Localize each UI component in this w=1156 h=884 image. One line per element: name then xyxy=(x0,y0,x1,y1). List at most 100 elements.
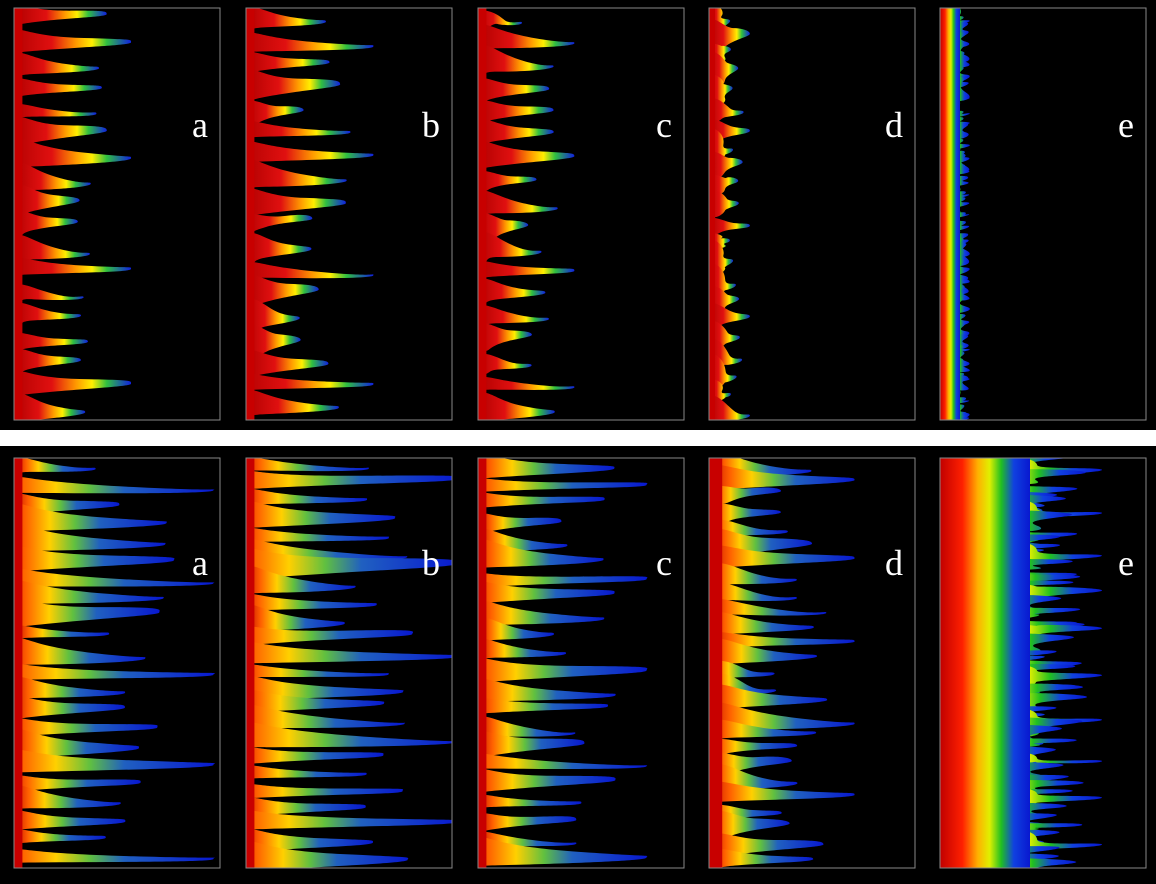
finger xyxy=(478,140,575,175)
finger xyxy=(246,797,366,821)
finger xyxy=(246,500,396,536)
finger xyxy=(14,302,81,327)
finger xyxy=(709,562,797,592)
finger xyxy=(709,701,855,740)
panel-content xyxy=(940,8,1146,420)
finger xyxy=(478,730,585,763)
panel-frame xyxy=(245,457,453,869)
finger xyxy=(14,810,126,835)
finger xyxy=(246,604,345,640)
finger xyxy=(478,189,558,222)
finger xyxy=(709,738,798,757)
finger xyxy=(246,213,313,232)
finger xyxy=(14,116,107,152)
finger xyxy=(246,626,413,650)
panel: d xyxy=(708,7,916,421)
finger xyxy=(246,641,452,671)
panel-label: c xyxy=(656,543,672,583)
panel-label: a xyxy=(192,543,208,583)
base-strip xyxy=(246,458,255,868)
finger xyxy=(478,231,542,266)
base-strip xyxy=(478,8,487,420)
panel-bg xyxy=(14,8,220,420)
finger xyxy=(709,598,827,621)
panel-label: b xyxy=(422,543,440,583)
finger xyxy=(14,283,84,305)
finger xyxy=(14,717,158,742)
finger xyxy=(14,476,215,499)
panel-bg xyxy=(478,8,684,420)
finger xyxy=(478,118,554,149)
finger xyxy=(478,353,532,375)
panel-content xyxy=(709,458,915,868)
finger xyxy=(246,8,326,35)
finger xyxy=(14,52,100,82)
finger xyxy=(709,97,744,124)
panel-content xyxy=(14,458,220,868)
panel-label: b xyxy=(422,105,440,145)
finger xyxy=(14,637,146,674)
finger xyxy=(478,794,582,811)
finger xyxy=(246,547,452,588)
finger xyxy=(246,261,374,284)
panel-label: c xyxy=(656,105,672,145)
finger xyxy=(246,593,377,616)
finger xyxy=(709,637,818,672)
panel: a xyxy=(13,457,221,869)
finger xyxy=(14,210,78,237)
finger xyxy=(246,721,452,756)
finger xyxy=(14,568,215,593)
finger xyxy=(709,395,750,420)
panel-content xyxy=(246,458,452,868)
finger xyxy=(246,458,369,476)
finger xyxy=(246,141,374,169)
finger xyxy=(709,464,855,497)
finger xyxy=(14,829,106,847)
panel: d xyxy=(708,457,916,869)
finger xyxy=(709,781,855,808)
finger xyxy=(478,538,604,577)
finger xyxy=(246,51,330,76)
panel-frame xyxy=(13,457,221,869)
panel-label: d xyxy=(885,543,903,583)
base-strip xyxy=(709,8,715,420)
finger xyxy=(478,391,555,420)
panel-bg xyxy=(246,458,452,868)
base-strip xyxy=(709,458,723,868)
finger xyxy=(478,527,568,559)
finger xyxy=(14,625,110,642)
finger xyxy=(246,349,329,382)
finger xyxy=(478,492,605,512)
finger xyxy=(246,68,341,106)
panel: e xyxy=(939,7,1147,421)
finger xyxy=(246,747,384,768)
finger xyxy=(14,29,132,59)
finger xyxy=(246,120,351,142)
finger xyxy=(246,810,452,836)
panel-frame xyxy=(939,7,1147,421)
finger xyxy=(478,678,616,709)
finger xyxy=(14,579,164,612)
finger xyxy=(709,718,817,744)
finger xyxy=(478,512,562,536)
finger xyxy=(14,392,86,420)
finger xyxy=(478,600,605,634)
finger xyxy=(246,158,347,197)
panel-content xyxy=(709,8,915,420)
finger xyxy=(709,581,797,607)
panel: e xyxy=(939,457,1147,869)
finger xyxy=(478,304,549,330)
panel-frame xyxy=(477,7,685,421)
finger xyxy=(14,78,102,100)
finger xyxy=(478,638,567,665)
finger xyxy=(14,103,97,121)
panel: c xyxy=(477,7,685,421)
panel-content xyxy=(478,8,684,420)
finger xyxy=(709,611,814,641)
finger xyxy=(246,273,319,312)
base-strip xyxy=(14,458,23,868)
finger xyxy=(709,458,812,485)
finger xyxy=(478,23,575,57)
finger xyxy=(14,332,88,353)
